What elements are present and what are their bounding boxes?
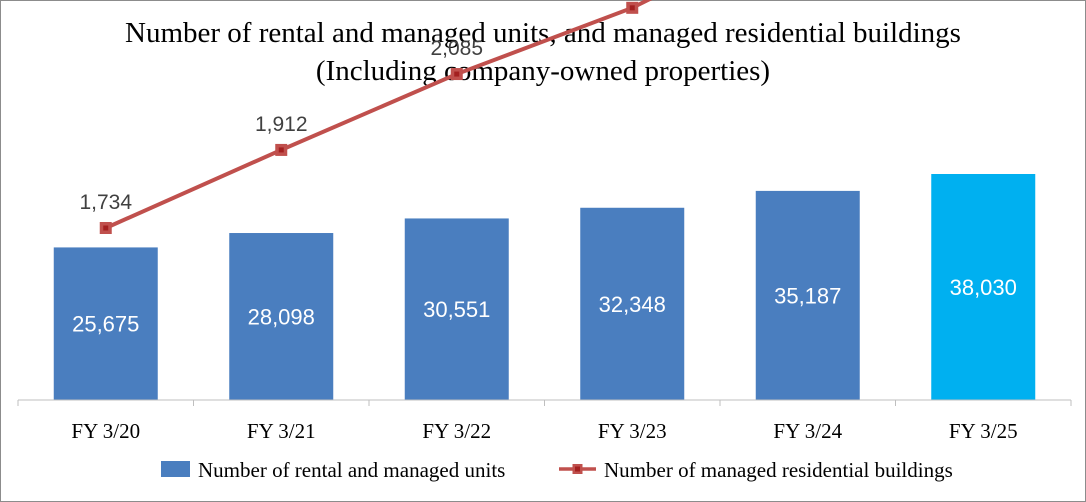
line-point-inner-2 [278, 147, 284, 153]
legend-bar-swatch [161, 461, 190, 477]
chart-title: Number of rental and managed units, and … [125, 17, 961, 49]
line-point-inner-1 [103, 225, 109, 231]
x-tick-label-6: FY 3/25 [949, 419, 1018, 443]
bar-label-5: 35,187 [774, 283, 841, 308]
chart-subtitle: (Including company-owned properties) [315, 55, 771, 87]
bar-label-2: 28,098 [248, 305, 315, 330]
line-series [99, 0, 653, 234]
x-tick-label-5: FY 3/24 [773, 419, 842, 443]
line-label-1: 1,734 [79, 191, 132, 214]
line-label-2: 1,912 [255, 113, 308, 136]
bar-3 [404, 218, 509, 400]
bar-data-labels: 25,675 28,098 30,551 32,348 35,187 38,030 [72, 275, 1017, 337]
line-point-inner-3 [454, 71, 460, 77]
bar-label-4: 32,348 [599, 292, 666, 317]
bar-1 [53, 247, 158, 400]
legend: Number of rental and managed units Numbe… [161, 458, 953, 482]
line-series-path [104, 0, 653, 230]
legend-line-label: Number of managed residential buildings [604, 458, 953, 482]
x-tick-label-3: FY 3/22 [422, 419, 491, 443]
bar-label-3: 30,551 [423, 297, 490, 322]
x-tick-label-2: FY 3/21 [247, 419, 316, 443]
legend-line-marker-inner [575, 466, 580, 472]
bar-2 [229, 233, 334, 400]
bar-label-6: 38,030 [950, 275, 1017, 300]
bar-6 [931, 174, 1036, 400]
bar-label-1: 25,675 [72, 312, 139, 337]
line-label-3: 2,085 [430, 37, 483, 60]
bar-5 [755, 190, 860, 400]
x-axis-ticks: FY 3/20 FY 3/21 FY 3/22 FY 3/23 FY 3/24 FY 3/… [17, 400, 1072, 443]
bar-series [53, 174, 1036, 400]
line-point-inner-4 [629, 5, 635, 11]
bar-4 [580, 207, 685, 400]
legend-bar-label: Number of rental and managed units [198, 458, 505, 482]
chart-title-block: Number of rental and managed units, and … [0, 14, 1086, 90]
x-tick-label-1: FY 3/20 [71, 419, 140, 443]
x-tick-label-4: FY 3/23 [598, 419, 667, 443]
